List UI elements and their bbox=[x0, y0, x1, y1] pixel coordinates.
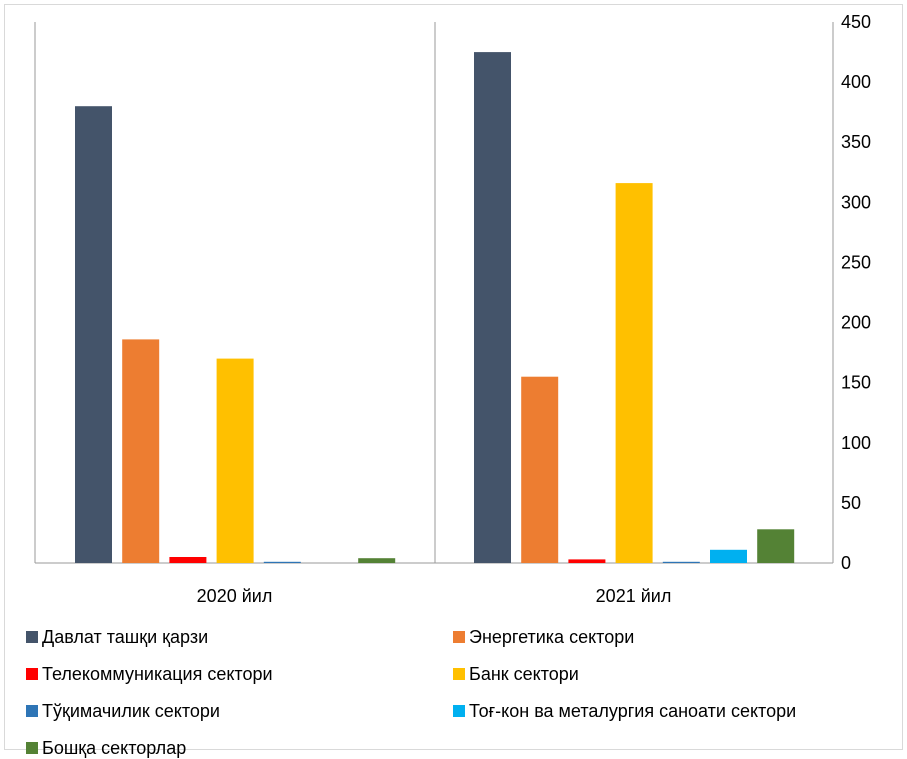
bar-1-1 bbox=[75, 106, 112, 563]
legend-item: Тоғ-кон ва металургия саноати сектори bbox=[453, 700, 901, 722]
y-tick-labels: 0 50 100 150 200 250 300 350 400 450 bbox=[841, 12, 871, 573]
bar-2-6 bbox=[710, 549, 747, 563]
legend-swatch bbox=[26, 631, 38, 643]
y-tick-label: 150 bbox=[841, 373, 871, 393]
bar-1-7 bbox=[358, 558, 396, 563]
legend-swatch bbox=[26, 742, 38, 754]
legend-item: Тўқимачилик сектори bbox=[26, 700, 453, 722]
bar-2-7 bbox=[757, 529, 795, 563]
y-tick-label: 450 bbox=[841, 12, 871, 32]
y-tick-label: 0 bbox=[841, 553, 851, 573]
legend-swatch bbox=[26, 705, 38, 717]
legend-swatch bbox=[453, 705, 465, 717]
legend-item: Телекоммуникация сектори bbox=[26, 663, 453, 685]
bar-1-5 bbox=[263, 561, 301, 563]
legend-label: Тоғ-кон ва металургия саноати сектори bbox=[469, 701, 797, 721]
y-tick-label: 200 bbox=[841, 313, 871, 333]
legend-label: Банк сектори bbox=[469, 664, 579, 684]
legend-label: Телекоммуникация сектори bbox=[42, 664, 273, 684]
legend: Давлат ташқи қарзи Энергетика сектори Теле… bbox=[26, 626, 901, 759]
legend-item: Энергетика сектори bbox=[453, 626, 901, 648]
legend-label: Бошқа секторлар bbox=[42, 738, 187, 758]
bar-1-2 bbox=[122, 339, 160, 563]
legend-item: Банк сектори bbox=[453, 663, 901, 685]
legend-item: Давлат ташқи қарзи bbox=[26, 626, 453, 648]
bars-group bbox=[75, 52, 795, 563]
x-category-label: 2021 йил bbox=[596, 586, 672, 606]
legend-label: Давлат ташқи қарзи bbox=[42, 627, 209, 647]
y-tick-label: 350 bbox=[841, 132, 871, 152]
legend-label: Тўқимачилик сектори bbox=[42, 701, 220, 721]
x-category-label: 2020 йил bbox=[197, 586, 273, 606]
x-category-labels: 2020 йил 2021 йил bbox=[197, 586, 672, 606]
bar-2-1 bbox=[474, 52, 511, 563]
bar-2-4 bbox=[615, 183, 653, 563]
bar-2-3 bbox=[568, 559, 606, 563]
y-tick-label: 50 bbox=[841, 493, 861, 513]
legend-swatch bbox=[453, 668, 465, 680]
y-tick-label: 300 bbox=[841, 192, 871, 212]
legend-item: Бошқа секторлар bbox=[26, 737, 453, 759]
bar-1-3 bbox=[169, 557, 207, 563]
y-tick-label: 250 bbox=[841, 252, 871, 272]
bar-1-4 bbox=[216, 358, 254, 563]
bar-2-2 bbox=[521, 376, 559, 563]
bar-2-5 bbox=[662, 561, 700, 563]
legend-swatch bbox=[26, 668, 38, 680]
y-tick-label: 100 bbox=[841, 433, 871, 453]
bar-chart: 0 50 100 150 200 250 300 350 400 450 2020 йил 2021… bbox=[34, 12, 871, 606]
legend-label: Энергетика сектори bbox=[469, 627, 635, 647]
legend-swatch bbox=[453, 631, 465, 643]
y-tick-label: 400 bbox=[841, 72, 871, 92]
